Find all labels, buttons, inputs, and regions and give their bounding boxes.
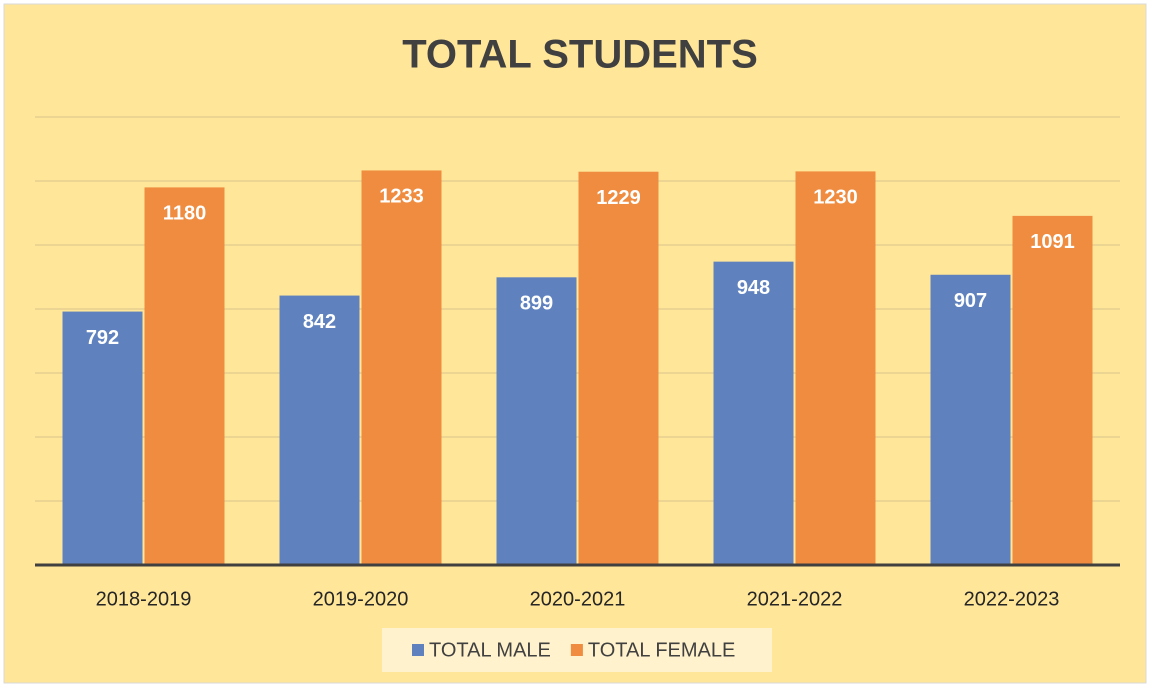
bar <box>713 261 794 565</box>
data-label: 899 <box>520 293 553 315</box>
data-label: 1233 <box>379 186 424 208</box>
data-label: 1229 <box>596 187 641 209</box>
data-label: 842 <box>303 311 336 333</box>
bar <box>361 170 442 565</box>
bar <box>578 171 659 565</box>
data-label: 792 <box>86 327 119 349</box>
x-tick-label: 2018-2019 <box>96 588 192 610</box>
data-label: 1180 <box>163 203 206 225</box>
data-label: 948 <box>737 277 770 299</box>
bar <box>144 187 225 565</box>
x-tick-label: 2019-2020 <box>313 588 409 610</box>
legend-swatch <box>412 644 424 656</box>
x-tick-label: 2021-2022 <box>747 588 843 610</box>
legend-swatch <box>570 644 583 656</box>
chart-title: TOTAL STUDENTS <box>402 33 758 77</box>
x-tick-label: 2022-2023 <box>964 588 1060 610</box>
bar <box>1012 215 1093 565</box>
legend-label: TOTAL MALE <box>429 639 551 661</box>
bar <box>279 295 360 565</box>
legend-label: TOTAL FEMALE <box>588 639 735 661</box>
data-label: 1091 <box>1030 231 1075 253</box>
data-label: 1230 <box>813 187 858 209</box>
data-label: 907 <box>954 290 987 312</box>
bar <box>930 274 1011 565</box>
x-tick-label: 2020-2021 <box>530 588 626 610</box>
bar <box>795 171 876 565</box>
bar <box>496 277 577 565</box>
bar <box>62 311 143 565</box>
